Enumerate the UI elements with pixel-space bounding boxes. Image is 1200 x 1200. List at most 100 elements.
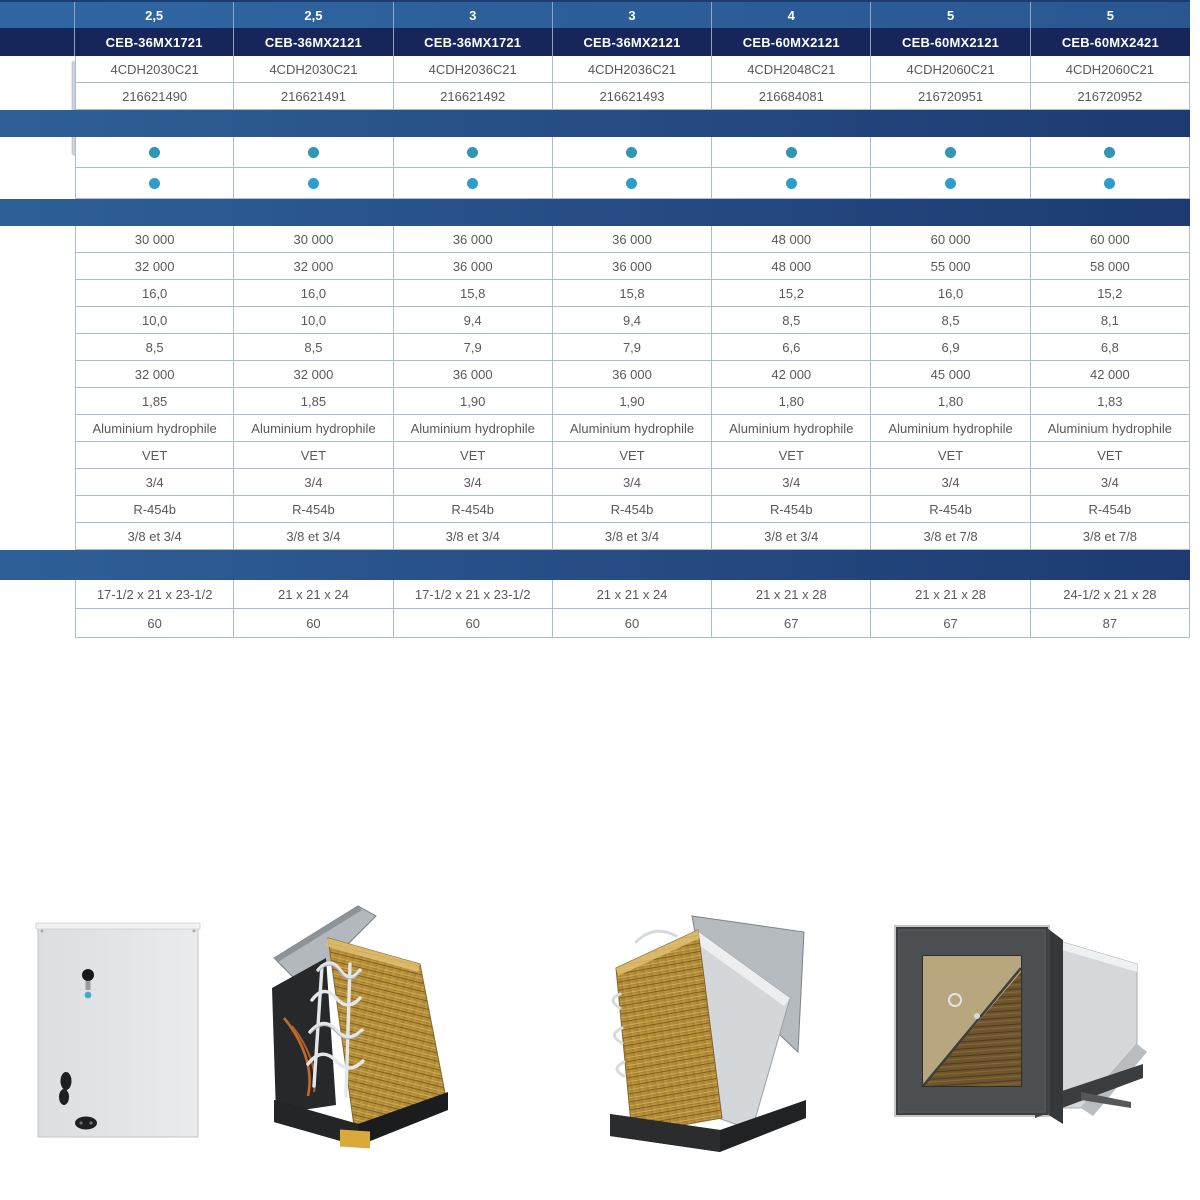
table-cell: 60 000	[1030, 226, 1190, 253]
row-label-cell	[0, 168, 75, 199]
table-cell: Aluminium hydrophile	[1030, 415, 1190, 442]
row-label-cell	[0, 442, 75, 469]
section-band-3	[0, 550, 1190, 580]
row-label-cell	[0, 469, 75, 496]
table-cell: 42 000	[712, 361, 872, 388]
table-cell: 17-1/2 x 21 x 23-1/2	[75, 580, 235, 609]
feature-dot-cell	[1030, 168, 1190, 199]
table-cell: 4CDH2036C21	[552, 56, 713, 83]
table-cell: 24-1/2 x 21 x 28	[1030, 580, 1190, 609]
table-cell: 17-1/2 x 21 x 23-1/2	[393, 580, 553, 609]
table-cell: 60	[552, 609, 713, 638]
table-cell: Aluminium hydrophile	[234, 415, 394, 442]
spec-row-3: 16,0 16,0 15,8 15,8 15,2 16,0 15,2	[0, 280, 1190, 307]
row-label-cell	[0, 137, 75, 168]
table-cell: VET	[75, 442, 235, 469]
table-cell: 3/8 et 3/4	[712, 523, 872, 550]
spec-row-5: 8,5 8,5 7,9 7,9 6,6 6,9 6,8	[0, 334, 1190, 361]
table-cell: 6,8	[1030, 334, 1190, 361]
table-cell: R-454b	[552, 496, 713, 523]
table-cell: 60	[234, 609, 394, 638]
table-cell: 30 000	[234, 226, 394, 253]
table-cell: 45 000	[871, 361, 1031, 388]
table-cell: CEB-60MX2121	[712, 28, 872, 56]
feature-dot-cell	[552, 168, 713, 199]
table-cell: 3/8 et 3/4	[552, 523, 713, 550]
table-cell: 21 x 21 x 24	[234, 580, 394, 609]
table-cell: 216720951	[871, 83, 1031, 110]
table-cell: 216621493	[552, 83, 713, 110]
part-number-row: 4CDH2030C21 4CDH2030C21 4CDH2036C21 4CDH203…	[0, 56, 1190, 83]
table-cell: R-454b	[75, 496, 235, 523]
table-cell: 36 000	[393, 253, 553, 280]
feature-dot	[467, 146, 479, 158]
table-cell: R-454b	[234, 496, 394, 523]
table-cell: VET	[234, 442, 394, 469]
feature-dot-cell	[393, 137, 553, 168]
table-cell: CEB-36MX2121	[234, 28, 394, 56]
spec-row-12: 3/8 et 3/4 3/8 et 3/4 3/8 et 3/4 3/8 et 3/4…	[0, 523, 1190, 550]
table-cell: 16,0	[75, 280, 235, 307]
table-cell: R-454b	[712, 496, 872, 523]
feature-dot	[149, 146, 161, 158]
table-cell: Aluminium hydrophile	[393, 415, 553, 442]
table-cell: 216621491	[234, 83, 394, 110]
table-cell: 42 000	[1030, 361, 1190, 388]
table-cell: 3/4	[871, 469, 1031, 496]
row-label-cell	[0, 415, 75, 442]
table-cell: 15,8	[393, 280, 553, 307]
feature-dot-cell	[712, 168, 872, 199]
table-cell: 6,9	[871, 334, 1031, 361]
row-label-cell	[0, 361, 75, 388]
spec-row-1: 30 000 30 000 36 000 36 000 48 000 60 000 60 0…	[0, 226, 1190, 253]
table-cell: 1,90	[552, 388, 713, 415]
table-cell: 15,8	[552, 280, 713, 307]
feature-dot	[1104, 146, 1116, 158]
table-cell: 3/4	[393, 469, 553, 496]
table-cell: 32 000	[75, 253, 235, 280]
table-cell: 216621490	[75, 83, 235, 110]
row-label-cell	[0, 334, 75, 361]
spec-row-7: 1,85 1,85 1,90 1,90 1,80 1,80 1,83	[0, 388, 1190, 415]
table-cell: 216720952	[1030, 83, 1190, 110]
spec-row-4: 10,0 10,0 9,4 9,4 8,5 8,5 8,1	[0, 307, 1190, 334]
row-label-cell	[0, 496, 75, 523]
table-cell: 7,9	[552, 334, 713, 361]
table-cell: 1,83	[1030, 388, 1190, 415]
table-cell: 1,80	[871, 388, 1031, 415]
table-cell: 21 x 21 x 28	[712, 580, 872, 609]
row-label-cell	[0, 280, 75, 307]
table-cell: R-454b	[393, 496, 553, 523]
feature-dot	[626, 146, 638, 158]
table-cell: 67	[871, 609, 1031, 638]
table-cell: 3/8 et 7/8	[871, 523, 1031, 550]
table-cell: 16,0	[234, 280, 394, 307]
table-cell: 8,5	[871, 307, 1031, 334]
feature-dot	[307, 177, 319, 189]
row-label-cell	[0, 609, 75, 638]
row-label-cell	[0, 388, 75, 415]
model-header-row: CEB-36MX1721 CEB-36MX2121 CEB-36MX1721 CEB-…	[0, 28, 1190, 56]
table-cell: 16,0	[871, 280, 1031, 307]
table-cell: 36 000	[552, 253, 713, 280]
feature-dot-cell	[871, 168, 1031, 199]
table-cell: 32 000	[75, 361, 235, 388]
feature-dot	[785, 146, 797, 158]
table-cell: 36 000	[552, 226, 713, 253]
row-label-cell	[0, 2, 75, 28]
table-cell: 87	[1030, 609, 1190, 638]
row-label-cell	[0, 28, 75, 56]
table-cell: VET	[1030, 442, 1190, 469]
table-cell: 4CDH2060C21	[1030, 56, 1190, 83]
spec-row-10: 3/4 3/4 3/4 3/4 3/4 3/4 3/4	[0, 469, 1190, 496]
table-cell: 4CDH2030C21	[75, 56, 235, 83]
table-cell: VET	[552, 442, 713, 469]
feature-dot-cell	[712, 137, 872, 168]
table-cell: 3	[394, 2, 553, 28]
table-cell: 1,90	[393, 388, 553, 415]
table-cell: 60	[393, 609, 553, 638]
gallery-photo-uncased-coil-left	[600, 902, 818, 1152]
table-cell: 2,5	[75, 2, 235, 28]
feature-row-1	[0, 137, 1190, 168]
table-cell: CEB-60MX2121	[871, 28, 1031, 56]
